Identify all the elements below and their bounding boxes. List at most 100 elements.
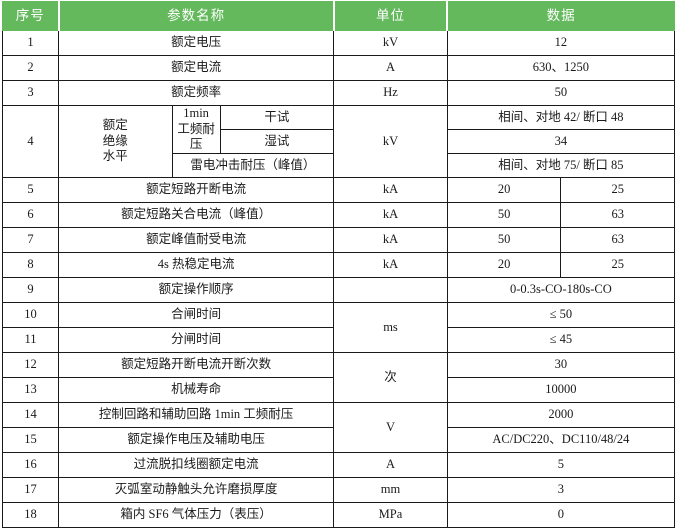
- table-row: 14 控制回路和辅助回路 1min 工频耐压 V 2000: [2, 402, 676, 453]
- row-data-a: 50: [446, 202, 562, 228]
- row-name: 箱内 SF6 气体压力（表压）: [57, 502, 335, 528]
- row-no: 8: [2, 252, 59, 278]
- row-no: 1: [2, 30, 59, 56]
- row-unit: kA: [333, 252, 448, 278]
- withstand-line-1: 1min: [183, 106, 209, 121]
- table-row: 18 箱内 SF6 气体压力（表压） MPa 0: [2, 502, 676, 528]
- table-row-insulation-wet: 湿试 34: [3, 129, 676, 154]
- table-row: 16 过流脱扣线圈额定电流 A 5: [2, 452, 676, 478]
- table-row: 1 额定电压 kV 12: [2, 30, 676, 56]
- row-name: 额定短路开断电流: [57, 177, 335, 203]
- row-name: 灭弧室动静触头允许磨损厚度: [57, 477, 335, 503]
- row-data: 34: [446, 129, 676, 154]
- row-data-a: 20: [446, 177, 562, 203]
- row-no: 15: [2, 427, 59, 453]
- table-row: 11 分闸时间 ≤ 45: [2, 327, 676, 353]
- row-name: 额定电流: [57, 55, 335, 81]
- row-name: 额定操作顺序: [57, 277, 335, 303]
- row-name: 额定操作电压及辅助电压: [57, 427, 335, 453]
- row-data-a: 20: [446, 252, 562, 278]
- row-data: 10000: [446, 377, 676, 403]
- table-row-lightning-impulse: 雷电冲击耐压（峰值） 相间、对地 75/ 断口 85: [3, 153, 676, 178]
- row-unit: Hz: [333, 80, 448, 106]
- row-unit: kV: [333, 105, 448, 178]
- row-unit: kV: [333, 30, 448, 56]
- table-body: 1 额定电压 kV 12 2 额定电流 A 630、1250 3 额定频率 Hz…: [2, 30, 676, 528]
- row-name: 控制回路和辅助回路 1min 工频耐压: [57, 402, 335, 428]
- row-unit: MPa: [333, 502, 448, 528]
- table-row: 15 额定操作电压及辅助电压 AC/DC220、DC110/48/24: [2, 427, 676, 453]
- table-row: 6 额定短路关合电流（峰值） kA 50 63: [2, 202, 675, 228]
- header-cell-name: 参数名称: [57, 1, 335, 31]
- row-name: 额定峰值耐受电流: [57, 227, 335, 253]
- table-row: 12 额定短路开断电流开断次数 次 30: [2, 352, 676, 403]
- row-data: 50: [446, 80, 676, 106]
- row-data: 相间、对地 42/ 断口 48: [446, 105, 676, 130]
- lightning-impulse-label: 雷电冲击耐压（峰值）: [171, 153, 335, 178]
- row-name: 合闸时间: [57, 302, 335, 328]
- table-row-insulation-dry: 4 额定 绝缘 水平 1min 工频耐压 干试 kV 相间、对地 42/ 断口 …: [2, 105, 676, 178]
- row-no: 17: [2, 477, 59, 503]
- header-cell-data: 数据: [446, 1, 676, 31]
- row-unit: kA: [333, 177, 448, 203]
- row-data-b: 25: [560, 177, 675, 203]
- row-data: 0: [446, 502, 676, 528]
- row-data: 630、1250: [446, 55, 676, 81]
- table-row: 10 合闸时间 ms ≤ 50: [2, 302, 676, 353]
- insulation-level-line-2: 绝缘: [102, 133, 128, 148]
- row-data: 3: [446, 477, 676, 503]
- row-unit: kA: [333, 227, 448, 253]
- row-data: ≤ 45: [446, 327, 676, 353]
- table-row: 13 机械寿命 10000: [2, 377, 676, 403]
- insulation-level-line-3: 水平: [102, 149, 128, 164]
- table-row: 8 4s 热稳定电流 kA 20 25: [2, 252, 675, 278]
- withstand-line-2: 工频耐压: [177, 121, 215, 152]
- row-no: 9: [2, 277, 59, 303]
- row-data: 0-0.3s-CO-180s-CO: [446, 277, 676, 303]
- table-row: 7 额定峰值耐受电流 kA 50 63: [2, 227, 675, 253]
- row-no: 13: [2, 377, 59, 403]
- row-no: 6: [2, 202, 59, 228]
- row-no: 18: [2, 502, 59, 528]
- row-data-a: 50: [446, 227, 562, 253]
- row-no: 3: [2, 80, 59, 106]
- table-header: 序号 参数名称 单位 数据: [2, 1, 676, 31]
- header-row: 序号 参数名称 单位 数据: [2, 1, 676, 31]
- test-condition-wet: 湿试: [219, 129, 335, 154]
- row-no: 7: [2, 227, 59, 253]
- row-name: 分闸时间: [57, 327, 335, 353]
- power-frequency-withstand-label: 1min 工频耐压: [171, 105, 221, 154]
- row-data: AC/DC220、DC110/48/24: [446, 427, 676, 453]
- row-name: 额定电压: [57, 30, 335, 56]
- row-data: 5: [446, 452, 676, 478]
- table-row: 5 额定短路开断电流 kA 20 25: [2, 177, 675, 203]
- row-name: 额定短路开断电流开断次数: [57, 352, 335, 378]
- row-data-b: 63: [560, 202, 675, 228]
- row-unit: A: [333, 55, 448, 81]
- row-unit: [333, 277, 448, 303]
- row-data: ≤ 50: [446, 302, 676, 328]
- test-condition-dry: 干试: [219, 105, 335, 130]
- row-no: 2: [2, 55, 59, 81]
- row-no: 11: [2, 327, 59, 353]
- row-unit: ms: [333, 302, 448, 353]
- table-row: 2 额定电流 A 630、1250: [2, 55, 676, 81]
- row-name: 4s 热稳定电流: [57, 252, 335, 278]
- row-data-b: 25: [560, 252, 675, 278]
- header-cell-unit: 单位: [333, 1, 449, 31]
- row-unit: 次: [333, 352, 448, 403]
- header-cell-no: 序号: [2, 1, 60, 31]
- row-name: 额定频率: [57, 80, 335, 106]
- insulation-level-line-1: 额定: [102, 118, 128, 133]
- row-unit: mm: [333, 477, 448, 503]
- row-data: 相间、对地 75/ 断口 85: [446, 153, 676, 178]
- table-row: 9 额定操作顺序 0-0.3s-CO-180s-CO: [2, 277, 676, 303]
- row-no: 16: [2, 452, 59, 478]
- row-data: 2000: [446, 402, 676, 428]
- table-row: 17 灭弧室动静触头允许磨损厚度 mm 3: [2, 477, 676, 503]
- row-no: 14: [2, 402, 59, 428]
- table-row: 3 额定频率 Hz 50: [2, 80, 676, 106]
- row-no: 5: [2, 177, 59, 203]
- row-name: 额定短路关合电流（峰值）: [57, 202, 335, 228]
- row-unit: A: [333, 452, 448, 478]
